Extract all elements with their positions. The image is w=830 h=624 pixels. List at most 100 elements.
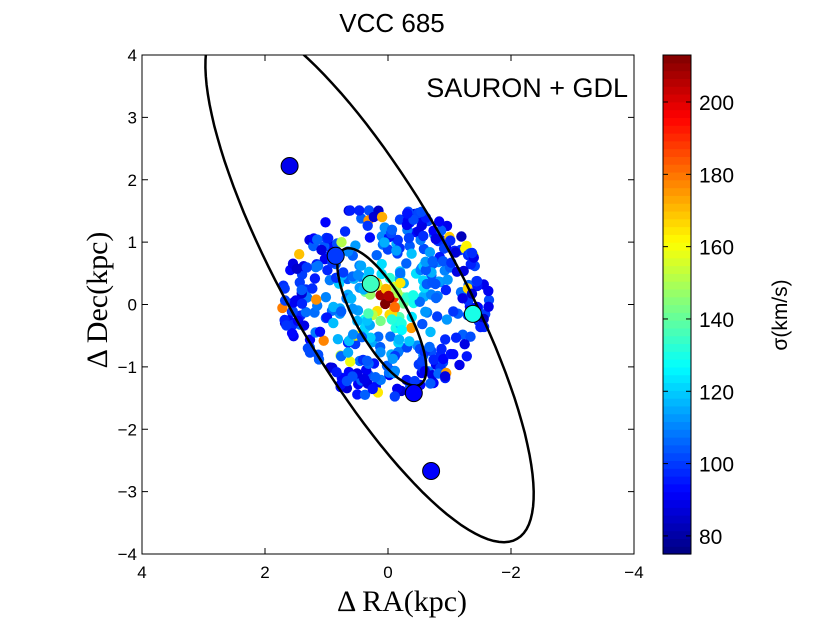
map-bin	[395, 277, 406, 289]
kinematic-map	[277, 205, 495, 402]
map-bin	[457, 293, 468, 304]
chart-title: VCC 685	[339, 8, 445, 38]
colorbar-tick-label: 200	[699, 92, 734, 115]
colorbar-segment	[663, 55, 691, 64]
colorbar: 80 100 120 140 160 180 200	[662, 54, 734, 555]
map-bin	[376, 268, 387, 280]
map-bin	[359, 389, 371, 400]
colorbar-segment	[663, 491, 691, 501]
map-bin	[347, 371, 358, 382]
map-bin	[403, 232, 415, 244]
colorbar-segment	[663, 374, 691, 384]
colorbar-label: σ(km/s)	[769, 279, 792, 350]
map-bin	[336, 306, 347, 317]
outer-ellipse	[204, 55, 535, 544]
colorbar-segment	[663, 195, 691, 204]
y-tick-label: 0	[128, 296, 137, 315]
map-bin	[466, 247, 478, 259]
map-bin	[404, 336, 415, 347]
colorbar-segment	[663, 273, 691, 282]
x-tick-label: −2	[501, 563, 520, 582]
x-axis-label: Δ RA(kpc)	[337, 585, 467, 618]
colorbar-tick-label: 160	[699, 237, 734, 260]
colorbar-segment	[663, 125, 691, 134]
map-bin	[427, 256, 438, 267]
y-tick-label: 2	[128, 171, 137, 190]
map-bin	[352, 389, 363, 400]
colorbar-segment	[663, 476, 691, 485]
map-bin	[456, 231, 467, 242]
colorbar-segment	[663, 351, 691, 360]
colorbar-segment	[663, 62, 691, 72]
map-bin	[331, 367, 342, 378]
map-bin	[386, 224, 398, 235]
colorbar-segment	[663, 117, 691, 126]
map-bin	[339, 226, 351, 237]
map-bin	[363, 266, 375, 277]
colorbar-segment	[663, 304, 691, 313]
map-bin	[445, 235, 456, 246]
map-bin	[373, 331, 384, 342]
map-bin	[379, 237, 390, 248]
colorbar-segment	[663, 86, 691, 95]
map-bin	[318, 335, 329, 346]
map-bin	[432, 311, 443, 322]
colorbar-segment	[663, 78, 691, 87]
inner-ellipse	[336, 246, 428, 387]
colorbar-segment	[663, 499, 691, 508]
map-bin	[322, 265, 333, 276]
map-bin	[437, 256, 449, 267]
colorbar-segment	[663, 156, 691, 165]
map-bin	[345, 356, 356, 367]
map-bin	[359, 373, 370, 385]
map-bin	[281, 320, 292, 331]
colorbar-segment	[663, 164, 691, 173]
y-tick-label: −3	[118, 483, 137, 502]
map-bin	[367, 383, 378, 395]
colorbar-segment	[663, 327, 691, 337]
map-bin	[391, 245, 402, 256]
map-bin	[383, 290, 394, 302]
y-tick-label: −2	[118, 420, 137, 439]
colorbar-tick-label: 140	[699, 309, 734, 332]
colorbar-segment	[663, 171, 691, 181]
map-bin	[420, 264, 431, 276]
map-bin	[311, 294, 322, 305]
map-bin	[376, 211, 388, 223]
colorbar-segment	[663, 140, 691, 150]
colorbar-segment	[663, 398, 691, 407]
map-bin	[395, 267, 406, 279]
map-bin	[376, 258, 387, 270]
map-bin	[370, 372, 381, 383]
colorbar-segment	[663, 109, 691, 118]
colorbar-segment	[663, 296, 691, 306]
colorbar-tick-label: 180	[699, 164, 734, 187]
map-bin	[286, 328, 298, 339]
colorbar-segment	[663, 234, 691, 243]
colorbar-tick-label: 100	[699, 454, 734, 477]
y-tick-label: −4	[118, 545, 137, 564]
y-tick-label: 4	[128, 46, 137, 65]
map-bin	[420, 306, 431, 317]
colorbar-segment	[663, 468, 691, 477]
map-bin	[312, 234, 323, 245]
colorbar-segment	[663, 366, 691, 376]
map-bin	[375, 315, 386, 327]
colorbar-segment	[663, 218, 691, 228]
colorbar-segment	[663, 242, 691, 251]
colorbar-segment	[663, 93, 691, 103]
map-bin	[355, 260, 367, 271]
y-axis-label: Δ Dec(kpc)	[81, 232, 114, 369]
map-bin	[384, 272, 396, 284]
colorbar-frame	[662, 54, 692, 555]
colorbar-segment	[663, 483, 691, 493]
colorbar-segment	[663, 132, 691, 142]
map-bin	[362, 220, 373, 231]
colorbar-segment	[663, 312, 691, 321]
map-bin	[316, 244, 327, 256]
map-bin	[300, 307, 312, 318]
colorbar-segment	[663, 507, 691, 516]
y-tick-label: 1	[128, 233, 137, 252]
map-bin	[409, 375, 420, 387]
gc-point	[326, 246, 345, 265]
